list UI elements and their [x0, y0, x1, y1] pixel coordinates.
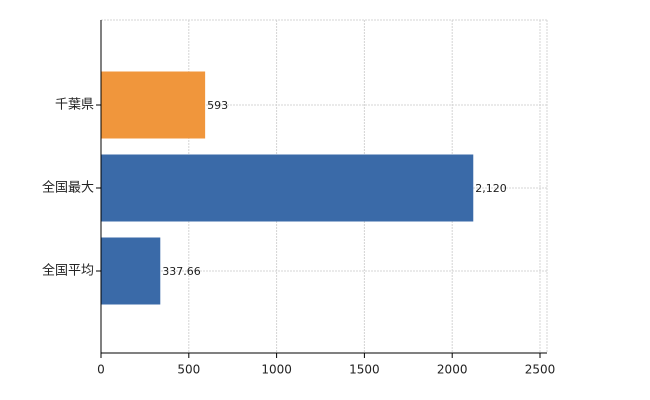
x-tick-label: 500 — [177, 363, 200, 377]
bar — [101, 154, 474, 222]
value-label: 337.66 — [162, 265, 201, 278]
x-tick-label: 0 — [97, 363, 105, 377]
y-tick-label: 全国平均 — [42, 263, 94, 279]
bar — [101, 71, 206, 139]
value-label: 593 — [207, 99, 228, 112]
y-tick-label: 千葉県 — [55, 98, 94, 113]
x-tick-label: 2500 — [525, 363, 556, 377]
x-tick-label: 2000 — [437, 363, 468, 377]
x-tick-label: 1500 — [349, 363, 380, 377]
value-label: 2,120 — [475, 182, 507, 195]
x-tick-label: 1000 — [261, 363, 292, 377]
y-tick-label: 全国最大 — [42, 180, 94, 196]
bar — [101, 237, 161, 305]
